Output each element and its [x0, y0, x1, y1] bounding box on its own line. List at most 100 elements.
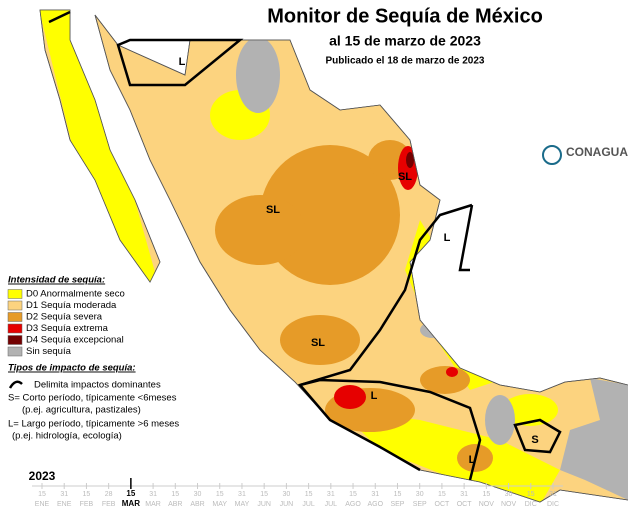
map-labels: L SL SL L SL L L S — [179, 56, 539, 466]
timeline-day: 31 — [60, 491, 68, 498]
timeline-day: 31 — [549, 491, 557, 498]
subtitle: al 15 de marzo de 2023 — [329, 33, 481, 49]
logo-icon — [542, 145, 562, 165]
no-drought-area — [485, 395, 515, 445]
legend-swatch — [7, 323, 23, 334]
impact-boundary — [513, 418, 562, 454]
map-label: SL — [398, 171, 412, 183]
timeline-day: 15 — [438, 491, 446, 498]
impacts-short-example: (p.ej. agricultura, pastizales) — [22, 405, 141, 416]
timeline-day: 15 — [126, 489, 135, 498]
map-label: S — [531, 434, 538, 446]
d3-area — [446, 367, 458, 377]
legend-label: D4 Sequía excepcional — [26, 335, 124, 346]
legend-swatch — [7, 335, 23, 345]
impact-boundary — [299, 378, 482, 481]
legend-title: Intensidad de sequía: — [8, 275, 105, 286]
timeline-day: 30 — [194, 491, 202, 498]
legend-swatch — [7, 300, 23, 311]
timeline-day: 28 — [105, 491, 113, 498]
timeline-month: OCT — [457, 501, 473, 508]
no-drought-area — [236, 37, 280, 113]
timeline-month: DIC — [525, 501, 537, 508]
timeline-month: FEB — [102, 501, 116, 508]
map-label: L — [469, 454, 476, 466]
map-label: SL — [266, 204, 280, 216]
d3-area — [398, 146, 418, 190]
timeline-month: MAY — [212, 501, 227, 508]
timeline-day: 31 — [327, 491, 335, 498]
timeline-month: JUN — [280, 501, 294, 508]
legend-label: D2 Sequía severa — [26, 312, 103, 323]
timeline-month: MAR — [145, 501, 161, 508]
map-label: L — [371, 390, 378, 402]
timeline-day: 31 — [238, 491, 246, 498]
timeline-month: AGO — [367, 501, 383, 508]
impacts-long: L= Largo período, típicamente >6 meses — [8, 419, 179, 430]
timeline-month: ENE — [35, 501, 50, 508]
impacts-short: S= Corto período, típicamente <6meses — [8, 393, 177, 404]
timeline-day: 15 — [349, 491, 357, 498]
timeline-day: 31 — [460, 491, 468, 498]
no-drought-area — [140, 182, 160, 218]
d2-area — [215, 195, 305, 265]
impact-boundary — [297, 203, 473, 472]
legend-swatch — [7, 346, 23, 357]
timeline-month: NOV — [479, 501, 495, 508]
legend-label: D3 Sequía extrema — [26, 323, 109, 334]
legend-swatch — [7, 312, 23, 322]
timeline-day: 15 — [83, 491, 91, 498]
timeline-day: 15 — [482, 491, 490, 498]
map-label: SL — [311, 337, 325, 349]
timeline-day: 30 — [282, 491, 290, 498]
d0-area — [502, 394, 558, 426]
timeline-month: SEP — [413, 501, 427, 508]
timeline-month: NOV — [501, 501, 517, 508]
legend-swatch — [7, 289, 23, 299]
timeline-month: AGO — [345, 501, 361, 508]
impacts-title: Tipos de impacto de sequía: — [8, 363, 136, 374]
d0-area — [340, 410, 560, 502]
timeline-month: SEP — [390, 501, 404, 508]
timeline-day: 31 — [149, 491, 157, 498]
impact-boundary — [116, 38, 244, 87]
map-label: L — [179, 56, 186, 68]
timeline: 202315ENE31ENE15FEB28FEB15MAR31MAR15ABR3… — [29, 469, 563, 508]
timeline-month: ABR — [168, 501, 182, 508]
timeline-day: 31 — [371, 491, 379, 498]
map-label: L — [444, 232, 451, 244]
d3-area — [334, 385, 366, 409]
timeline-month: OCT — [435, 501, 451, 508]
legend: Intensidad de sequía: D0 Anormalmente sec… — [7, 275, 179, 442]
title: Monitor de Sequía de México — [267, 5, 543, 27]
logo-text: CONAGUA — [566, 145, 628, 159]
timeline-month: DIC — [547, 501, 559, 508]
timeline-month: MAY — [235, 501, 250, 508]
d2-area — [280, 315, 360, 365]
timeline-month: FEB — [80, 501, 94, 508]
timeline-day: 15 — [305, 491, 313, 498]
map — [39, 9, 628, 503]
impact-boundary — [458, 204, 474, 272]
timeline-month: JUL — [325, 501, 338, 508]
legend-label: D0 Anormalmente seco — [26, 289, 125, 300]
timeline-day: 15 — [260, 491, 268, 498]
timeline-year: 2023 — [29, 469, 56, 483]
timeline-day: 15 — [171, 491, 179, 498]
timeline-month: JUN — [257, 501, 271, 508]
no-drought-area — [560, 378, 628, 500]
d4-area — [406, 152, 414, 168]
timeline-month: ABR — [190, 501, 204, 508]
timeline-day: 30 — [416, 491, 424, 498]
timeline-day: 15 — [216, 491, 224, 498]
timeline-month: MAR — [122, 499, 140, 508]
legend-label: Sin sequía — [26, 346, 72, 357]
timeline-day: 30 — [505, 491, 513, 498]
timeline-day: 15 — [38, 491, 46, 498]
published-date: Publicado el 18 de marzo de 2023 — [326, 56, 485, 67]
impact-line-sample — [8, 380, 23, 389]
impact-boundary — [48, 10, 71, 24]
impacts-boundary: Delimita impactos dominantes — [34, 380, 161, 391]
timeline-day: 15 — [527, 491, 535, 498]
